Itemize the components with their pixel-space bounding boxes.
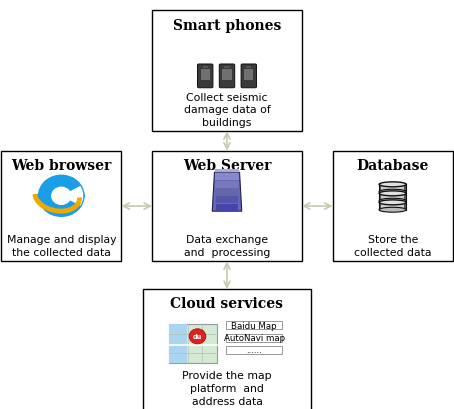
Ellipse shape (379, 208, 406, 213)
Bar (404, 194, 406, 201)
Bar (404, 185, 406, 192)
Bar (404, 203, 406, 210)
FancyBboxPatch shape (152, 151, 302, 262)
Bar (215, 181, 239, 188)
FancyBboxPatch shape (219, 65, 235, 89)
Bar (379, 203, 381, 210)
Bar (246, 67, 252, 69)
Bar (215, 173, 239, 181)
Circle shape (51, 187, 72, 205)
Text: Web Server: Web Server (183, 159, 271, 173)
Bar (379, 194, 381, 201)
Polygon shape (239, 173, 242, 212)
Text: Web browser: Web browser (11, 159, 111, 173)
FancyBboxPatch shape (1, 151, 122, 262)
Text: Manage and display
the collected data: Manage and display the collected data (6, 235, 116, 258)
Text: Baidu Map: Baidu Map (232, 321, 277, 330)
FancyBboxPatch shape (143, 290, 311, 409)
Circle shape (39, 176, 84, 217)
Bar (216, 189, 238, 196)
Bar (217, 204, 237, 212)
Bar (379, 185, 381, 192)
FancyBboxPatch shape (332, 151, 453, 262)
Bar (379, 185, 406, 192)
Text: du: du (193, 333, 202, 339)
Text: Smart phones: Smart phones (173, 19, 281, 33)
Text: AutoNavi map: AutoNavi map (224, 333, 285, 342)
FancyBboxPatch shape (152, 11, 302, 132)
FancyBboxPatch shape (169, 324, 217, 363)
Bar (244, 70, 253, 81)
Ellipse shape (379, 200, 406, 205)
Bar (169, 324, 187, 363)
FancyBboxPatch shape (226, 321, 282, 330)
Text: Store the
collected data: Store the collected data (354, 235, 431, 258)
Ellipse shape (379, 190, 406, 195)
Text: Data exchange
and  processing: Data exchange and processing (184, 235, 270, 258)
Ellipse shape (379, 199, 406, 204)
Ellipse shape (379, 191, 406, 196)
Text: Cloud services: Cloud services (171, 297, 283, 311)
FancyBboxPatch shape (226, 346, 282, 354)
Text: ......: ...... (247, 346, 262, 355)
Polygon shape (193, 341, 202, 344)
Text: Database: Database (356, 159, 429, 173)
FancyBboxPatch shape (241, 65, 257, 89)
Polygon shape (212, 173, 242, 212)
FancyBboxPatch shape (226, 334, 282, 342)
Polygon shape (214, 169, 240, 173)
Bar (202, 67, 208, 69)
Bar (379, 194, 406, 201)
Bar (216, 197, 238, 204)
Wedge shape (61, 188, 84, 205)
Bar (222, 70, 232, 81)
Circle shape (189, 329, 206, 344)
Text: Provide the map
platform  and
address data: Provide the map platform and address dat… (182, 371, 272, 406)
Bar (224, 67, 230, 69)
FancyBboxPatch shape (197, 65, 213, 89)
Bar (37, 195, 85, 198)
Text: Collect seismic
damage data of
buildings: Collect seismic damage data of buildings (183, 92, 271, 128)
Bar (201, 70, 210, 81)
Ellipse shape (379, 182, 406, 187)
Bar (379, 203, 406, 210)
Wedge shape (61, 187, 84, 206)
